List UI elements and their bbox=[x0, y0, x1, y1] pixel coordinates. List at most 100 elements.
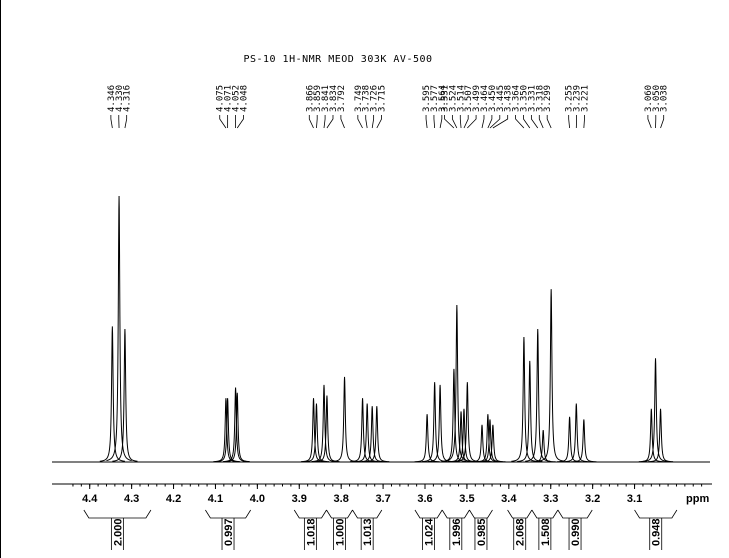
peak bbox=[480, 424, 506, 463]
peak-leader bbox=[444, 115, 455, 129]
peak-label: 3.445 bbox=[496, 85, 506, 112]
x-tick-label: 4.3 bbox=[124, 493, 139, 505]
peak-leader bbox=[538, 115, 544, 129]
peak-leader bbox=[236, 115, 244, 129]
peak-label: 3.364 bbox=[512, 85, 522, 112]
peak bbox=[303, 403, 330, 463]
peak-label: 4.075 bbox=[216, 85, 226, 112]
peak-label: 3.841 bbox=[321, 85, 331, 112]
peak-label: 3.792 bbox=[337, 85, 347, 112]
x-tick-label: 4.0 bbox=[250, 493, 265, 505]
peak-leader bbox=[340, 115, 345, 129]
peak-label: 4.330 bbox=[115, 85, 125, 112]
x-axis-label: ppm bbox=[686, 493, 709, 505]
integral-bracket bbox=[507, 509, 533, 550]
x-tick-label: 3.8 bbox=[334, 493, 349, 505]
peak-label: 3.060 bbox=[644, 85, 654, 112]
peak-label: 3.564 bbox=[438, 85, 448, 112]
peak-label: 4.316 bbox=[123, 85, 133, 112]
integral-bracket bbox=[557, 509, 593, 550]
peak-leader bbox=[492, 115, 509, 129]
integral-label: 1.018 bbox=[305, 518, 317, 546]
peak-leader bbox=[371, 115, 375, 129]
peak bbox=[359, 406, 385, 463]
peak-label: 3.524 bbox=[448, 85, 458, 112]
peak-leader bbox=[481, 115, 485, 129]
peak-label: 3.299 bbox=[543, 85, 553, 112]
peak bbox=[511, 336, 537, 462]
peak-leader bbox=[487, 115, 493, 129]
x-tick-label: 3.9 bbox=[292, 493, 307, 505]
peak-leader bbox=[308, 115, 314, 129]
integral-bracket bbox=[469, 509, 493, 550]
peak bbox=[538, 289, 564, 462]
integral-bracket bbox=[441, 509, 470, 550]
peak-leader bbox=[515, 115, 525, 129]
integral-bracket bbox=[414, 509, 443, 550]
x-tick-label: 3.2 bbox=[585, 493, 600, 505]
integral-bracket bbox=[205, 509, 251, 550]
peak bbox=[530, 430, 556, 463]
peak bbox=[427, 384, 453, 463]
x-tick-label: 3.1 bbox=[627, 493, 642, 505]
peak-label: 4.071 bbox=[224, 85, 234, 112]
integral-bracket bbox=[83, 509, 152, 550]
integral-bracket bbox=[293, 509, 327, 550]
peak-leader bbox=[530, 115, 539, 129]
peak-leader bbox=[459, 115, 462, 129]
peak-label: 3.050 bbox=[652, 85, 662, 112]
peak-leader bbox=[568, 115, 570, 129]
peak-label: 3.221 bbox=[580, 85, 590, 112]
peak-label: 3.726 bbox=[370, 85, 380, 112]
peak-label: 4.346 bbox=[107, 85, 117, 112]
peak bbox=[642, 358, 669, 462]
peak-label: 3.749 bbox=[354, 85, 364, 112]
peak-leader bbox=[425, 115, 428, 129]
peak-label: 3.514 bbox=[456, 85, 466, 112]
peak-label: 4.052 bbox=[232, 85, 242, 112]
peak bbox=[99, 326, 125, 462]
integral-bracket bbox=[326, 509, 353, 550]
peak-leader bbox=[365, 115, 368, 129]
peak-leader bbox=[124, 115, 128, 129]
peak-leader bbox=[451, 115, 458, 129]
peak-label: 3.464 bbox=[480, 85, 490, 112]
peak-label: 3.038 bbox=[660, 85, 670, 112]
integral-label: 2.000 bbox=[112, 518, 124, 546]
peak-label: 3.507 bbox=[464, 85, 474, 112]
peak-label: 3.499 bbox=[472, 85, 482, 112]
peak bbox=[106, 195, 132, 462]
peak bbox=[469, 424, 495, 463]
peak bbox=[563, 403, 589, 463]
chart-title: PS-10 1H-NMR MEOD 303K AV-500 bbox=[243, 54, 432, 65]
integral-bracket bbox=[531, 509, 559, 550]
peak-leader bbox=[110, 115, 113, 129]
peak-leader bbox=[463, 115, 469, 129]
peak-label: 3.738 bbox=[362, 85, 372, 112]
x-tick-label: 3.6 bbox=[417, 493, 432, 505]
integral-label: 1.013 bbox=[362, 518, 374, 546]
integral-bracket bbox=[352, 509, 383, 550]
peak-leader bbox=[439, 115, 443, 129]
peak-label: 3.239 bbox=[573, 85, 583, 112]
x-tick-label: 3.5 bbox=[459, 493, 474, 505]
peak bbox=[525, 328, 551, 462]
peak-leader bbox=[647, 115, 652, 129]
peak bbox=[364, 406, 390, 463]
x-tick-label: 4.4 bbox=[82, 493, 98, 505]
peak-leader bbox=[323, 115, 326, 129]
peak-label: 3.531 bbox=[440, 85, 450, 112]
integral-label: 0.990 bbox=[570, 518, 582, 546]
peak bbox=[224, 392, 250, 463]
peak-label: 3.866 bbox=[305, 85, 315, 112]
integral-bracket bbox=[634, 509, 678, 550]
peak-label: 3.318 bbox=[535, 85, 545, 112]
peak bbox=[647, 408, 674, 463]
peak-label: 3.834 bbox=[329, 85, 339, 112]
peak-leader bbox=[546, 115, 552, 129]
peak-label: 4.048 bbox=[239, 85, 249, 112]
peak-label: 3.859 bbox=[313, 85, 323, 112]
integral-label: 1.000 bbox=[335, 518, 347, 546]
x-tick-label: 3.7 bbox=[375, 493, 390, 505]
